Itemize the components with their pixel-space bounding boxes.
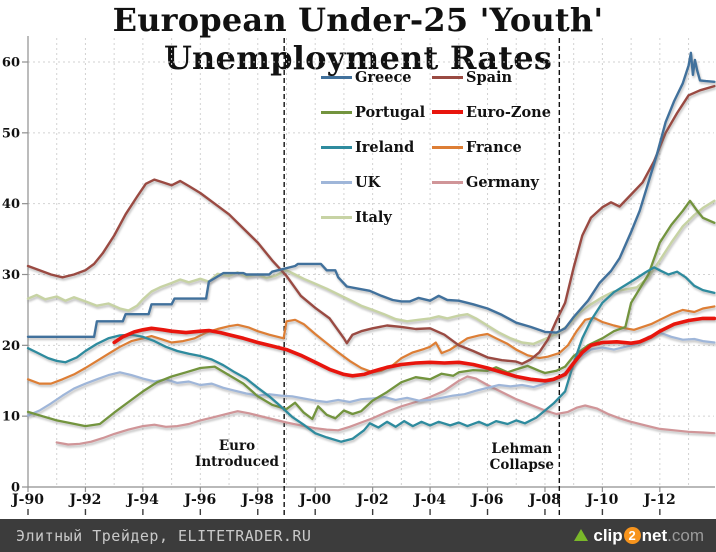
x-axis-tick-label: J-08 [527,492,561,508]
legend-label: France [466,138,522,156]
clip2net-logo[interactable]: clip 2 net .com [574,526,704,546]
annotation-line: Collapse [489,457,554,474]
legend-item-spain: Spain [432,67,512,87]
annotation-line: Introduced [195,454,279,471]
x-axis-tick-label: J-12 [642,492,676,508]
x-axis-tick-label: J-06 [470,492,504,508]
legend-label: Spain [466,68,513,86]
annotation-line: Lehman [491,441,553,457]
legend-label: Ireland [355,138,415,156]
y-axis-tick-label: 50 [2,126,20,141]
chart-line-germany [55,375,716,446]
legend-item-france: France [432,137,522,157]
x-axis-tick-label: J-00 [297,492,331,508]
legend-swatch [321,215,352,219]
legend-item-ireland: Ireland [321,137,414,157]
legend-swatch [432,109,463,115]
legend-swatch [432,145,463,149]
chart-line-portugal [26,199,716,428]
legend-item-germany: Germany [432,172,539,192]
chart-line-greece [26,51,716,338]
legend-label: UK [355,173,381,191]
annotation-line: Euro [218,438,256,454]
footer-bar: Элитный Трейдер, ELITETRADER.RU clip 2 n… [0,519,716,552]
legend-swatch [321,145,352,149]
y-axis-tick-label: 20 [2,339,20,354]
legend-item-portugal: Portugal [321,102,425,122]
legend-label: Greece [355,68,412,86]
y-axis-tick-label: 0 [11,481,20,496]
x-axis-tick-label: J-10 [584,492,618,508]
legend-label: Portugal [355,103,426,121]
legend-item-euro-zone: Euro-Zone [432,102,551,122]
legend-swatch [321,180,352,184]
y-axis-tick-label: 60 [2,56,20,71]
y-axis-tick-label: 30 [2,268,20,283]
x-axis-tick-label: J-98 [240,492,274,508]
logo-text-net: net [641,525,668,545]
x-axis-tick-label: J-96 [182,492,216,508]
x-axis-tick-label: J-94 [125,492,159,508]
x-axis-tick-label: J-92 [67,492,101,508]
footer-credit: Элитный Трейдер, ELITETRADER.RU [16,526,312,545]
logo-text-clip: clip [593,525,623,545]
x-axis-tick-label: J-90 [10,492,44,508]
legend-swatch [321,75,352,79]
legend-swatch [432,75,463,79]
legend-item-uk: UK [321,172,380,192]
chart-line-ireland [26,266,716,443]
logo-badge-2: 2 [623,527,641,544]
legend-label: Italy [355,208,392,226]
legend-item-greece: Greece [321,67,412,87]
y-axis-tick-label: 40 [2,197,20,212]
legend-item-italy: Italy [321,207,392,227]
y-axis-tick-label: 10 [2,410,20,425]
legend-label: Euro-Zone [466,103,551,121]
legend-swatch [432,180,463,184]
chart-line-uk [26,331,716,417]
x-axis-tick-label: J-02 [355,492,389,508]
x-axis-tick-label: J-04 [412,492,446,508]
legend-swatch [321,110,352,114]
legend-label: Germany [466,173,539,191]
chart-line-euro-zone [112,316,716,383]
chart-line-spain [26,84,716,365]
logo-text-com: .com [667,525,704,545]
chart-plot: 0 10 20 30 40 50 60 J-90 J-92 J-94 J-96 J-98 J-00 J-0… [2,36,716,515]
annotation-lehman-collapse: Lehman Collapse [490,441,554,473]
annotation-euro-introduced: Euro Introduced [195,438,279,470]
upload-arrow-icon [574,528,589,541]
chart-line-italy [26,199,716,346]
